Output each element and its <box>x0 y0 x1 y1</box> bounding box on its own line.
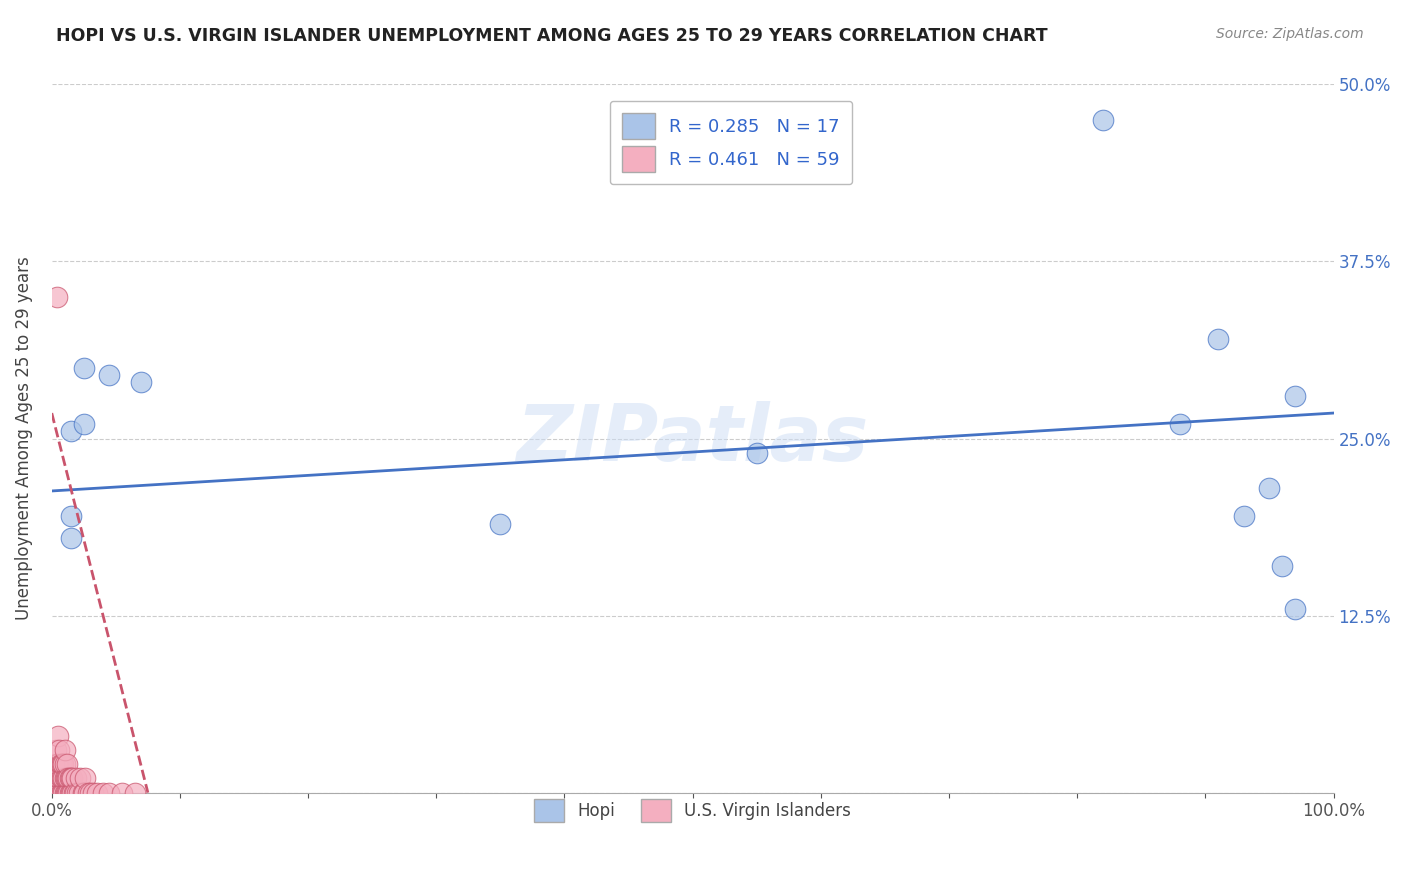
Point <box>98 368 121 382</box>
Point <box>44 786 66 800</box>
Point <box>72 786 94 800</box>
Point <box>82 786 104 800</box>
Point <box>1271 559 1294 574</box>
Point <box>52 772 75 786</box>
Point <box>49 772 72 786</box>
Point <box>59 425 82 439</box>
Point <box>59 786 82 800</box>
Point <box>124 786 146 800</box>
Point <box>1258 481 1281 495</box>
Point <box>46 729 69 743</box>
Point <box>59 531 82 545</box>
Point <box>67 786 90 800</box>
Point <box>45 757 67 772</box>
Point <box>51 757 73 772</box>
Point <box>63 786 86 800</box>
Point <box>46 786 69 800</box>
Point <box>69 772 91 786</box>
Point <box>1206 332 1229 346</box>
Point <box>51 772 73 786</box>
Point <box>1284 389 1306 403</box>
Text: Source: ZipAtlas.com: Source: ZipAtlas.com <box>1216 27 1364 41</box>
Point <box>65 772 87 786</box>
Point <box>66 786 89 800</box>
Point <box>49 757 72 772</box>
Point <box>49 786 72 800</box>
Point <box>52 786 75 800</box>
Point <box>56 757 79 772</box>
Point <box>45 786 67 800</box>
Point <box>73 417 96 432</box>
Point <box>62 786 84 800</box>
Point <box>489 516 512 531</box>
Point <box>53 743 76 757</box>
Y-axis label: Unemployment Among Ages 25 to 29 years: Unemployment Among Ages 25 to 29 years <box>15 257 32 621</box>
Point <box>131 375 153 389</box>
Point <box>45 786 67 800</box>
Point <box>44 757 66 772</box>
Point <box>76 786 98 800</box>
Point <box>1168 417 1191 432</box>
Point <box>745 446 768 460</box>
Point <box>48 743 70 757</box>
Point <box>79 786 101 800</box>
Point <box>51 786 73 800</box>
Point <box>86 786 108 800</box>
Point <box>1284 601 1306 615</box>
Point <box>60 786 83 800</box>
Point <box>55 786 77 800</box>
Point <box>91 786 114 800</box>
Point <box>56 772 79 786</box>
Text: HOPI VS U.S. VIRGIN ISLANDER UNEMPLOYMENT AMONG AGES 25 TO 29 YEARS CORRELATION : HOPI VS U.S. VIRGIN ISLANDER UNEMPLOYMEN… <box>56 27 1047 45</box>
Point <box>45 772 67 786</box>
Point <box>48 772 70 786</box>
Point <box>46 772 69 786</box>
Point <box>111 786 134 800</box>
Point <box>73 786 96 800</box>
Point <box>46 757 69 772</box>
Point <box>75 772 97 786</box>
Point <box>59 772 82 786</box>
Legend: Hopi, U.S. Virgin Islanders: Hopi, U.S. Virgin Islanders <box>523 787 862 834</box>
Point <box>53 786 76 800</box>
Point <box>45 290 67 304</box>
Point <box>53 772 76 786</box>
Point <box>55 772 77 786</box>
Point <box>48 786 70 800</box>
Point <box>73 360 96 375</box>
Point <box>1233 509 1256 524</box>
Point <box>52 757 75 772</box>
Text: ZIPatlas: ZIPatlas <box>516 401 869 476</box>
Point <box>58 786 80 800</box>
Point <box>56 786 79 800</box>
Point <box>59 786 82 800</box>
Point <box>60 772 83 786</box>
Point <box>1091 112 1114 127</box>
Point <box>45 743 67 757</box>
Point <box>58 772 80 786</box>
Point <box>53 757 76 772</box>
Point <box>59 509 82 524</box>
Point <box>59 772 82 786</box>
Point <box>45 772 67 786</box>
Point <box>98 786 121 800</box>
